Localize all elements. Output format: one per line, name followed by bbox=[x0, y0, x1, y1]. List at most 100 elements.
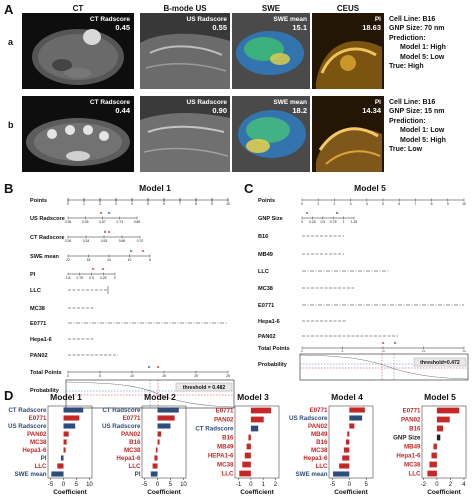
points-tick-label: 0 bbox=[67, 202, 69, 206]
svg-text:a: a bbox=[306, 210, 309, 215]
coefficient-bar bbox=[338, 463, 349, 469]
bar-label: B16 bbox=[409, 426, 421, 433]
swe-mean-tick-label: 14 bbox=[107, 258, 111, 262]
nomogram-title-model-5: Model 5 bbox=[354, 183, 386, 193]
coefficient-bar bbox=[436, 434, 441, 441]
x-tick-label: 5 bbox=[75, 482, 79, 488]
coefficient-bar bbox=[153, 455, 158, 461]
swe-mean-a: SWE mean 15.1 bbox=[273, 16, 307, 32]
plot-frame bbox=[47, 405, 93, 479]
points-tick-label: 5 bbox=[147, 202, 149, 206]
bar-label: MC38 bbox=[404, 462, 421, 469]
x-tick-label: -1 bbox=[236, 482, 242, 488]
bar-label: MB49 bbox=[217, 444, 234, 451]
coefficient-bar bbox=[346, 431, 349, 437]
coefficient-bar bbox=[150, 471, 158, 477]
coefficient-bar bbox=[60, 455, 64, 461]
row-label-mc38: MC38 bbox=[258, 286, 273, 292]
x-tick-label: 4 bbox=[462, 482, 466, 488]
coefficient-bar bbox=[345, 439, 349, 445]
bar-label: PAN02 bbox=[401, 417, 421, 424]
row-label-e0771: E0771 bbox=[30, 321, 46, 327]
coefficient-bar bbox=[248, 434, 251, 441]
bar-label: LLC bbox=[408, 471, 421, 478]
x-tick-label: -5 bbox=[141, 482, 147, 488]
coefficient-bar bbox=[429, 461, 437, 468]
row-label-total-points: Total Points bbox=[30, 370, 62, 376]
coefficient-bar bbox=[244, 452, 251, 459]
bar-label: CT Radscore bbox=[8, 407, 47, 414]
coefficient-bar bbox=[63, 415, 80, 421]
bar-label: B16 bbox=[316, 439, 328, 446]
svg-text:b: b bbox=[130, 248, 133, 253]
us-radscore-b: US Radscore 0.90 bbox=[186, 99, 227, 115]
total-points-tick-label: 20 bbox=[194, 374, 198, 378]
plot-frame bbox=[421, 405, 467, 479]
points-tick-label: 4 bbox=[131, 202, 133, 206]
points-tick-label: 3 bbox=[350, 202, 352, 206]
svg-text:b: b bbox=[104, 229, 107, 234]
x-tick-label: 2 bbox=[274, 482, 278, 488]
x-tick-label: 0 bbox=[155, 482, 159, 488]
ct-radscore-tick-label: 0.26 bbox=[65, 239, 72, 243]
row-label-points: Points bbox=[30, 198, 47, 204]
row-label-hepa1-6: Hepa1-6 bbox=[258, 319, 280, 325]
coefficient-bar bbox=[348, 415, 362, 421]
threshold-label-model-1: threshold = 0.482 bbox=[183, 385, 226, 391]
bmode-us-image-b bbox=[140, 96, 230, 172]
coefficient-bar bbox=[155, 447, 158, 453]
x-axis-label: Coefficient bbox=[334, 489, 368, 496]
us-radscore-tick-label: 0.57 bbox=[99, 220, 106, 224]
column-label-bmode-us: B-mode US bbox=[163, 4, 207, 13]
bar-label: US Radscore bbox=[288, 415, 327, 422]
bar-label: PI bbox=[134, 471, 140, 478]
total-points-tick-label: 25 bbox=[226, 374, 230, 378]
coefficient-chart-model-2: Model 2 CT Radscore E0771 US Radscore PAN02 B… bbox=[98, 392, 190, 498]
column-label-swe: SWE bbox=[261, 4, 281, 13]
row-label-ct-radscore: CT Radscore bbox=[30, 235, 65, 241]
bar-label: LLC bbox=[221, 471, 234, 478]
swe-image-a bbox=[232, 13, 310, 89]
coefficient-bar bbox=[343, 447, 349, 453]
pi-tick-label: 0.25 bbox=[100, 276, 107, 280]
svg-text:a: a bbox=[157, 364, 160, 369]
row-label-pan02: PAN02 bbox=[30, 353, 48, 359]
panel-letter-c: C bbox=[244, 181, 254, 196]
coefficient-bar bbox=[51, 471, 64, 477]
panel-letter-d: D bbox=[4, 388, 14, 403]
total-points-tick-label: 0 bbox=[67, 374, 69, 378]
ct-image-b bbox=[22, 96, 134, 172]
points-tick-label: 8 bbox=[195, 202, 197, 206]
points-tick-label: 7 bbox=[414, 202, 416, 206]
row-label-gnp-size: GNP Size bbox=[258, 216, 283, 222]
bar-label: SWE mean bbox=[295, 471, 327, 478]
row-label-us-radscore: US Radscore bbox=[30, 216, 65, 222]
coefficient-chart-model-5: Model 5 E0771 PAN02 B16 GNP Size MB49 Hepa1-6 M… bbox=[378, 392, 470, 498]
pi-tick-label: 0 bbox=[114, 276, 116, 280]
total-points-tick-label: 10 bbox=[130, 374, 134, 378]
bar-label: MB49 bbox=[310, 431, 327, 438]
swe-mean-tick-label: 6 bbox=[149, 258, 151, 262]
bar-label: Hepa1-6 bbox=[116, 455, 141, 462]
points-tick-label: 8 bbox=[431, 202, 433, 206]
bmode-us-image-a bbox=[140, 13, 230, 89]
x-axis-label: Coefficient bbox=[147, 489, 181, 496]
coefficient-bar bbox=[157, 415, 175, 421]
points-tick-label: 9 bbox=[447, 202, 449, 206]
bar-label: GNP Size bbox=[393, 435, 421, 442]
coefficient-bar bbox=[157, 431, 161, 437]
bar-label: B16 bbox=[222, 435, 234, 442]
coefficient-chart-model-1: Model 1 CT Radscore E0771 US Radscore PAN02 M… bbox=[4, 392, 96, 498]
bar-label: PAN02 bbox=[214, 417, 234, 424]
column-label-ceus: CEUS bbox=[336, 4, 360, 13]
ct-image-a bbox=[22, 13, 134, 89]
bar-label: E0771 bbox=[403, 408, 421, 415]
coefficient-bar bbox=[250, 425, 259, 432]
case-info-b: Cell Line: B16 GNP Size: 15 nm Predictio… bbox=[389, 99, 446, 154]
nomogram-title-model-1: Model 1 bbox=[139, 183, 171, 193]
panel-letter-b: B bbox=[4, 181, 14, 196]
panel-letter-a: A bbox=[4, 2, 14, 17]
row-label-b16: B16 bbox=[258, 234, 268, 240]
column-label-ct: CT bbox=[72, 4, 84, 13]
pi-a: PI 18.63 bbox=[362, 16, 381, 32]
